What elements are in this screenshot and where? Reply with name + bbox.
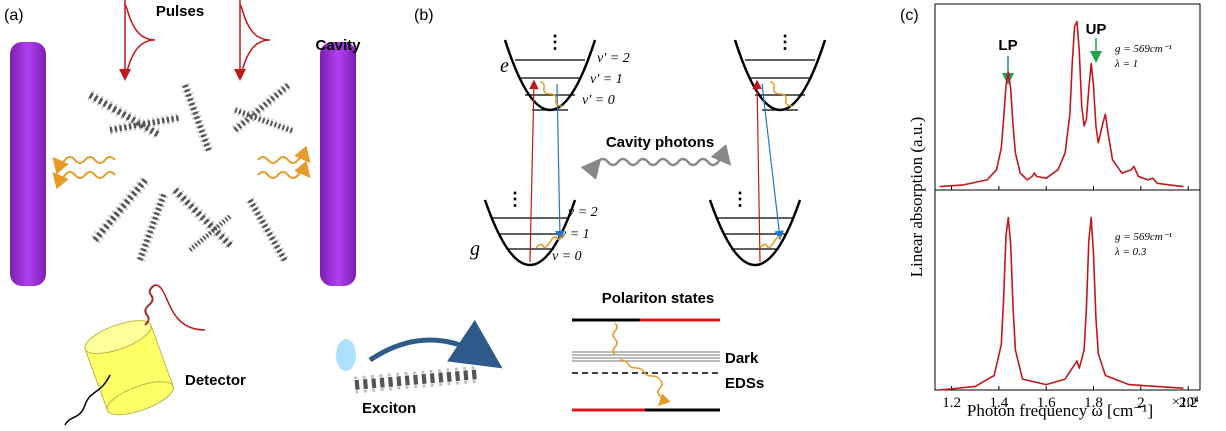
exciton-glow [336,339,356,371]
spectrum [940,218,1184,390]
panel-label: (b) [414,7,434,24]
panel-c: (c) Linear absorption (a.u.) Photon freq… [900,4,1200,420]
label: Pulses [156,3,204,20]
signal [145,285,155,325]
figure: (a) Pulses Cavity [0,0,1226,431]
relax [770,82,792,106]
panel-label: (c) [900,7,919,24]
level-label: v = 0 [552,249,582,264]
label: EDSs [725,375,764,392]
param: g = 569cm⁻¹ [1115,231,1172,243]
param: λ = 1 [1114,58,1138,70]
panel-a: (a) Pulses Cavity [4,0,361,425]
absorption-arrow [530,82,534,262]
potential-wells [485,40,825,265]
absorption-arrow [757,82,760,262]
level-label: v′ = 2 [597,51,630,66]
peak-label: LP [998,37,1017,54]
x-tick-label: 1.2 [942,395,961,411]
x-tick-label: 1.4 [990,395,1009,411]
levels [493,60,815,249]
x-tick-label: 1.8 [1084,395,1103,411]
label: Cavity photons [606,134,714,151]
label: Polariton states [602,290,715,307]
label: Detector [185,372,246,389]
transfer-arrow [370,340,490,360]
mirror [320,42,356,286]
relax [540,82,562,106]
photon-wave [598,159,728,165]
level-label: v′ = 0 [582,93,615,108]
relax [613,323,617,355]
frame [935,4,1200,390]
x-tick-label: 1.6 [1037,395,1056,411]
detector [81,314,177,422]
ellipsis: ⋮ ⋮ ⋮ ⋮ [506,32,794,209]
param: λ = 0.3 [1114,246,1147,258]
x-tick-label: 2.2 [1179,395,1198,411]
mirror [10,42,46,286]
level-label: v = 2 [568,205,598,220]
param: g = 569cm⁻¹ [1115,43,1172,55]
peak-label: UP [1086,21,1107,38]
relax [658,380,662,404]
panel-label: (a) [4,7,24,24]
state-label: g [470,238,480,260]
x-tick-label: 2 [1137,395,1145,411]
label: Exciton [362,400,416,417]
molecule [354,367,481,392]
relax [620,360,660,380]
svg-text:⋮: ⋮ [506,189,524,209]
label: Dark [725,350,759,367]
label: Cavity [315,37,361,54]
level-label: v′ = 1 [590,72,623,87]
svg-text:⋮: ⋮ [776,32,794,52]
state-label: e [500,55,509,77]
signal-pulse [155,285,205,330]
dark-states [572,352,720,361]
y-axis-label: Linear absorption (a.u.) [907,117,926,278]
wavy-arrows [55,157,308,178]
panel-b: (b) ⋮⋮⋮⋮ e g v′ = 2 v′ = 1 v′ = 0 v = 2 … [336,7,825,417]
svg-text:⋮: ⋮ [546,32,564,52]
svg-text:⋮: ⋮ [731,189,749,209]
